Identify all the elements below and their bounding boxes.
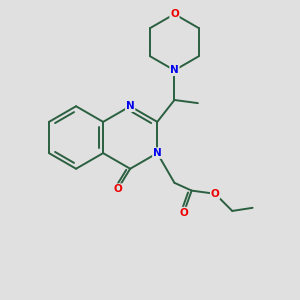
- Text: O: O: [179, 208, 188, 218]
- Text: O: O: [113, 184, 122, 194]
- Text: O: O: [211, 189, 219, 199]
- Text: N: N: [126, 101, 135, 111]
- Text: N: N: [170, 65, 179, 75]
- Text: O: O: [170, 9, 179, 19]
- Text: N: N: [153, 148, 162, 158]
